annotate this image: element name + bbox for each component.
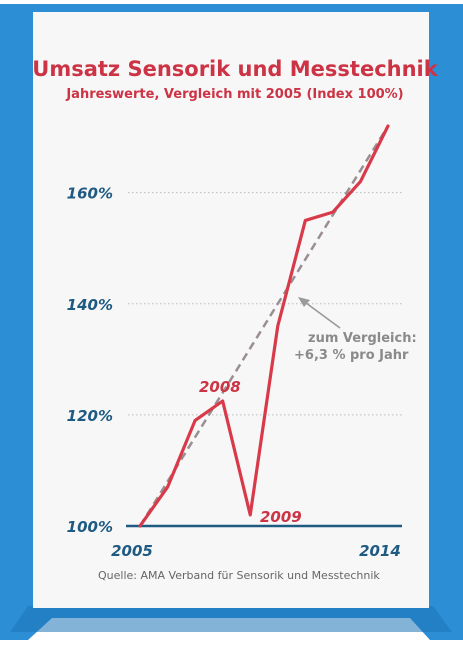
- frame-bottom-band: [10, 606, 452, 632]
- chart-title: Umsatz Sensorik und Messtechnik: [32, 57, 438, 81]
- trend-line: [138, 125, 390, 527]
- y-tick-label-160: 160%: [67, 185, 113, 203]
- revenue-line: [138, 124, 390, 528]
- arrow-head: [298, 297, 310, 307]
- chart-panel: [33, 12, 429, 608]
- annotation-2009: 2009: [260, 508, 302, 526]
- y-tick-label-100: 100%: [67, 518, 113, 536]
- annotation-comparison-rate: +6,3 % pro Jahr: [294, 348, 409, 363]
- chart-subtitle: Jahreswerte, Vergleich mit 2005 (Index 1…: [65, 87, 403, 102]
- x-axis: 2005 2014: [111, 524, 402, 560]
- x-tick-label-2014: 2014: [359, 542, 401, 560]
- annotation-arrow: [301, 299, 341, 329]
- series-group: [138, 124, 390, 528]
- annotation-2008: 2008: [199, 378, 241, 396]
- source-note: Quelle: AMA Verband für Sensorik und Mes…: [98, 569, 380, 582]
- annotation-comparison-label: zum Vergleich:: [308, 331, 417, 346]
- x-tick-label-2005: 2005: [111, 542, 153, 560]
- y-tick-label-140: 140%: [67, 296, 113, 314]
- y-axis-labels: 100% 120% 140% 160%: [67, 185, 113, 536]
- y-tick-label-120: 120%: [67, 407, 113, 425]
